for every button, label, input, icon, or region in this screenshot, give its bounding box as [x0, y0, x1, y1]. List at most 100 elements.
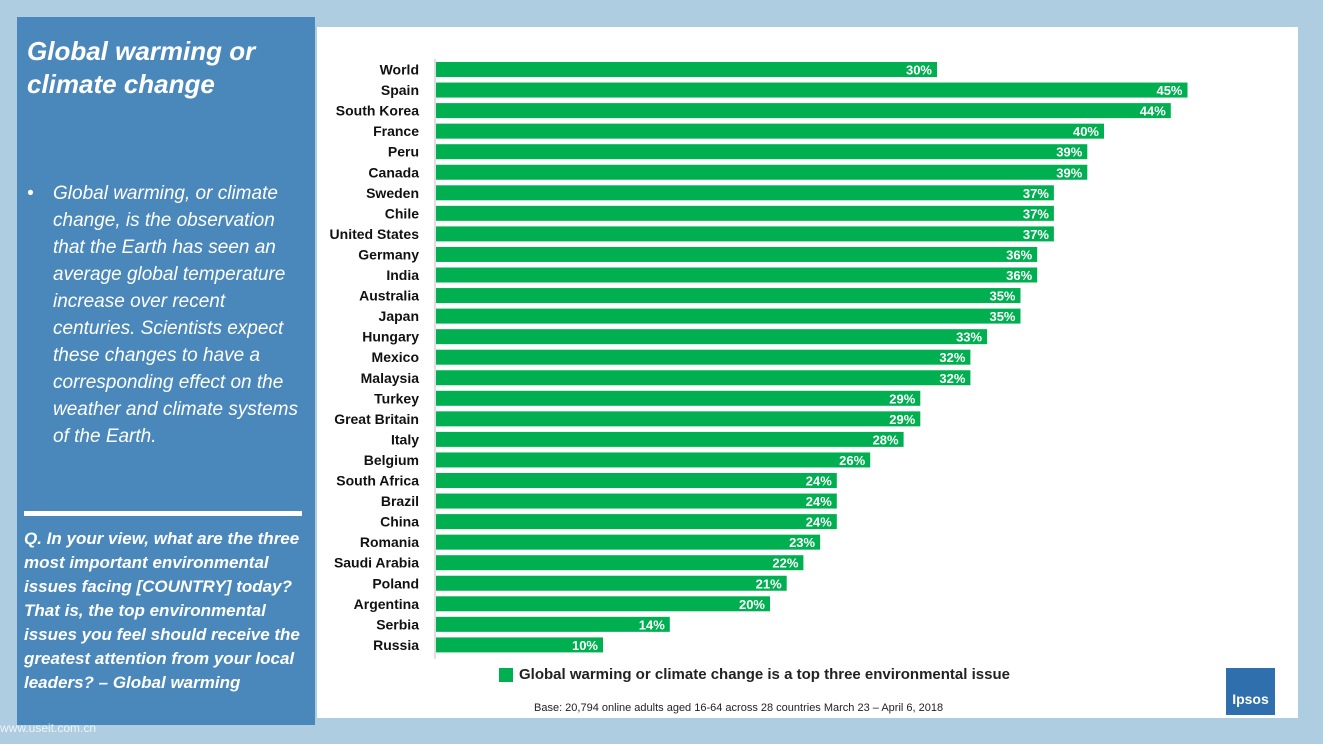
category-label: India — [386, 267, 419, 283]
value-label: 40% — [1073, 124, 1099, 139]
value-label: 21% — [756, 576, 782, 591]
category-label: Great Britain — [334, 411, 419, 427]
category-label: Argentina — [354, 596, 420, 612]
category-label: Chile — [385, 205, 419, 221]
value-label: 29% — [889, 412, 915, 427]
value-label: 32% — [939, 371, 965, 386]
value-label: 39% — [1056, 165, 1082, 180]
bar — [436, 390, 921, 406]
bar — [436, 431, 904, 447]
bar — [436, 123, 1104, 139]
bar — [436, 164, 1088, 180]
category-label: United States — [330, 226, 420, 242]
bullet-dot: • — [27, 183, 34, 204]
value-label: 14% — [639, 617, 665, 632]
category-label: Germany — [358, 246, 419, 262]
watermark: www.useit.com.cn — [0, 721, 97, 735]
bar — [436, 596, 770, 612]
bar — [436, 637, 603, 653]
bar — [436, 411, 921, 427]
category-label: World — [380, 62, 419, 78]
value-label: 35% — [989, 309, 1015, 324]
definition-bullet: • Global warming, or climate change, is … — [27, 180, 309, 450]
bar — [436, 575, 787, 591]
ipsos-logo: Ipsos — [1226, 668, 1275, 715]
value-label: 24% — [806, 474, 832, 489]
value-label: 44% — [1140, 104, 1166, 119]
survey-question: Q. In your view, what are the three most… — [24, 529, 300, 692]
bar — [436, 452, 871, 468]
bar — [436, 555, 804, 571]
bar-chart: World 30% Spain 45% South Korea 44% France 40% P… — [330, 59, 1188, 659]
category-label: Spain — [381, 82, 419, 98]
category-label: Sweden — [366, 185, 419, 201]
value-label: 32% — [939, 350, 965, 365]
bar — [436, 493, 837, 509]
bar — [436, 308, 1021, 324]
legend-label: Global warming or climate change is a to… — [519, 666, 1010, 683]
category-label: South Korea — [336, 103, 419, 119]
category-label: Mexico — [372, 349, 419, 365]
category-label: France — [373, 123, 419, 139]
value-label: 30% — [906, 63, 932, 78]
definition-text: Global warming, or climate change, is th… — [53, 183, 298, 447]
category-label: South Africa — [336, 473, 419, 489]
category-label: Romania — [360, 534, 419, 550]
category-label: Turkey — [374, 390, 419, 406]
bar — [436, 246, 1038, 262]
category-label: Italy — [391, 431, 419, 447]
value-label: 22% — [772, 556, 798, 571]
category-label: Australia — [359, 288, 419, 304]
category-label: Malaysia — [361, 370, 420, 386]
category-label: Serbia — [376, 616, 419, 632]
value-label: 35% — [989, 289, 1015, 304]
bar — [436, 370, 971, 386]
value-label: 36% — [1006, 247, 1032, 262]
bar — [436, 62, 937, 77]
bar — [436, 205, 1054, 221]
value-label: 10% — [572, 638, 598, 653]
value-label: 24% — [806, 494, 832, 509]
legend-swatch — [499, 667, 513, 682]
category-label: Canada — [368, 164, 419, 180]
category-label: Russia — [373, 637, 419, 653]
side-panel: Global warming or climate change • Globa… — [17, 17, 315, 725]
divider — [24, 511, 302, 516]
value-label: 33% — [956, 330, 982, 345]
bar — [436, 226, 1054, 242]
bar — [436, 288, 1021, 304]
bar — [436, 185, 1054, 201]
logo-text: Ipsos — [1232, 691, 1269, 707]
bar — [436, 329, 988, 345]
base-note: Base: 20,794 online adults aged 16-64 ac… — [534, 702, 944, 714]
category-label: Saudi Arabia — [334, 555, 419, 571]
value-label: 26% — [839, 453, 865, 468]
bar — [436, 267, 1038, 283]
value-label: 29% — [889, 391, 915, 406]
bar — [436, 349, 971, 365]
legend: Global warming or climate change is a to… — [499, 666, 1010, 683]
bar — [436, 82, 1188, 98]
category-label: Poland — [372, 575, 419, 591]
bar — [436, 144, 1088, 160]
category-label: Peru — [388, 144, 419, 160]
value-label: 37% — [1023, 206, 1049, 221]
value-label: 37% — [1023, 186, 1049, 201]
value-label: 45% — [1156, 83, 1182, 98]
bar — [436, 103, 1171, 119]
category-label: Brazil — [381, 493, 419, 509]
bar — [436, 534, 821, 550]
value-label: 28% — [873, 432, 899, 447]
bar — [436, 514, 837, 530]
category-label: Hungary — [362, 329, 419, 345]
value-label: 37% — [1023, 227, 1049, 242]
chart-panel: World 30% Spain 45% South Korea 44% France 40% P… — [317, 27, 1298, 718]
bar — [436, 616, 670, 632]
category-label: Belgium — [364, 452, 419, 468]
bar — [436, 473, 837, 488]
value-label: 20% — [739, 597, 765, 612]
side-title: Global warming or climate change — [27, 36, 256, 99]
value-label: 36% — [1006, 268, 1032, 283]
value-label: 39% — [1056, 145, 1082, 160]
value-label: 23% — [789, 535, 815, 550]
